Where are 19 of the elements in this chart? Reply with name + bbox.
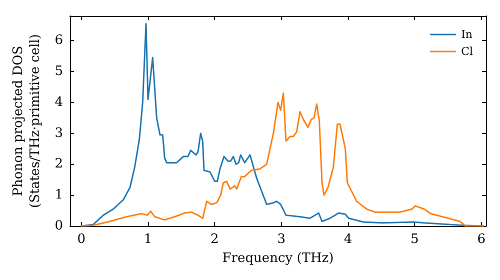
x-tick-label: 5 <box>410 232 419 247</box>
x-tick-label: 3 <box>277 232 286 247</box>
x-tick-label: 2 <box>210 232 219 247</box>
line-series <box>80 92 484 227</box>
legend-label: In <box>461 28 473 41</box>
y-tick-label: 3 <box>54 126 63 141</box>
y-axis-title: Phonon projected DOS (States/THz·primitive cell) <box>10 34 43 208</box>
y-tick-label: 4 <box>54 94 63 110</box>
y-tick-label: 2 <box>54 156 63 172</box>
x-tick-label: 1 <box>144 232 152 247</box>
x-tick-label: 0 <box>77 232 86 247</box>
y-tick-label: 0 <box>54 218 63 234</box>
y-tick-label: 1 <box>54 188 63 203</box>
x-tick-label: 6 <box>477 232 486 247</box>
x-tick-label: 4 <box>344 232 352 247</box>
y-tick-label: 6 <box>54 33 63 48</box>
y-tick-label: 5 <box>54 64 63 80</box>
x-axis-title: Frequency (THz) <box>222 251 334 266</box>
legend-label: Cl <box>461 45 474 58</box>
